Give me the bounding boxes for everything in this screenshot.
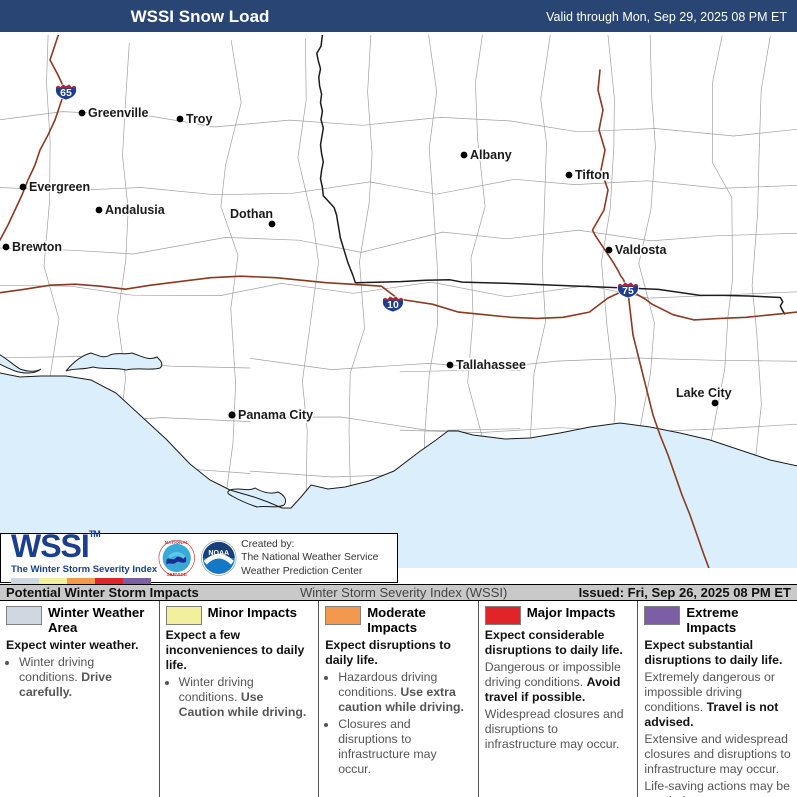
svg-text:Brewton: Brewton	[12, 240, 62, 254]
svg-text:Andalusia: Andalusia	[105, 203, 166, 217]
svg-text:Valdosta: Valdosta	[615, 243, 667, 257]
svg-text:SERVICE: SERVICE	[167, 572, 188, 577]
svg-text:NATIONAL: NATIONAL	[165, 540, 189, 545]
svg-text:Dothan: Dothan	[230, 207, 273, 221]
svg-text:10: 10	[387, 299, 399, 311]
svg-text:Evergreen: Evergreen	[29, 180, 90, 194]
svg-text:75: 75	[622, 285, 634, 297]
svg-text:Tallahassee: Tallahassee	[456, 358, 526, 372]
svg-text:Tifton: Tifton	[575, 168, 609, 182]
svg-text:Troy: Troy	[186, 112, 212, 126]
svg-text:Albany: Albany	[470, 148, 512, 162]
svg-text:Greenville: Greenville	[88, 106, 148, 120]
svg-text:NOAA: NOAA	[208, 550, 229, 557]
svg-text:Panama City: Panama City	[238, 408, 313, 422]
svg-text:Lake City: Lake City	[676, 386, 732, 400]
svg-text:65: 65	[60, 87, 72, 99]
